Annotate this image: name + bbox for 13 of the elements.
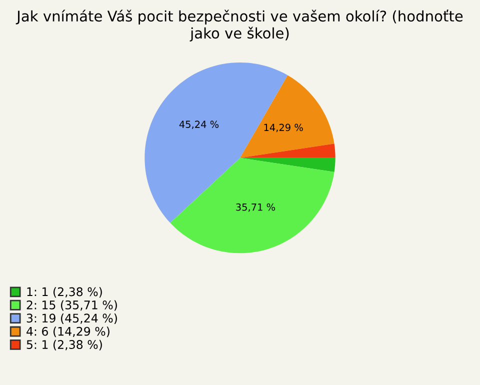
chart-title: Jak vnímáte Váš pocit bezpečnosti ve vašem okolí? (hodnoťte jako ve škole)	[16, 10, 463, 42]
pie-slice	[240, 158, 336, 172]
data-label: 45,24 %	[179, 120, 219, 129]
legend-label: 2: 15 (35,71 %)	[26, 300, 117, 311]
pie-slice	[240, 75, 334, 158]
legend-label: 3: 19 (45,24 %)	[26, 313, 117, 324]
pie-slice	[170, 158, 334, 254]
data-label: 35,71 %	[236, 203, 276, 212]
legend-label: 5: 1 (2,38 %)	[26, 340, 102, 350]
data-label: 14,29 %	[264, 124, 303, 132]
legend-label: 4: 6 (14,29 %)	[26, 326, 110, 338]
legend-label: 1: 1 (2,38 %)	[27, 287, 102, 298]
pie-slice	[240, 144, 336, 158]
